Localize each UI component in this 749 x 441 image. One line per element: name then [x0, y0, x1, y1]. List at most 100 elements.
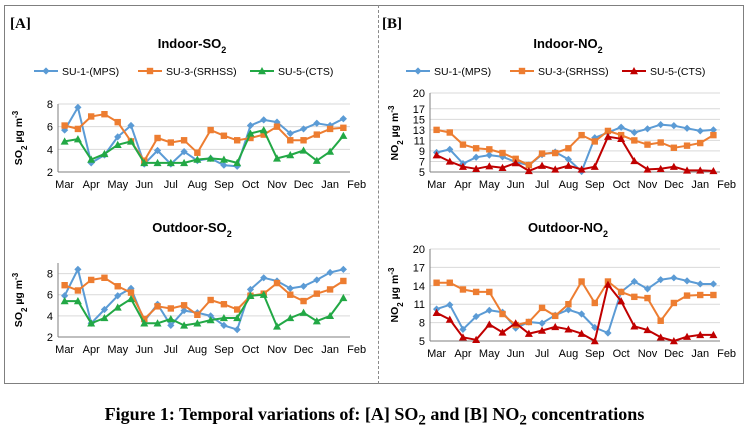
x-tick-label: Aug	[559, 348, 579, 360]
data-point	[153, 158, 162, 167]
x-tick-label: Nov	[638, 348, 658, 360]
y-tick-label: 2	[47, 332, 53, 344]
data-point	[206, 154, 215, 162]
data-point	[259, 126, 268, 134]
data-point	[260, 116, 268, 124]
data-point	[630, 322, 639, 330]
legend-marker	[146, 67, 154, 75]
x-tick-label: Mar	[427, 179, 446, 191]
data-point	[696, 280, 704, 288]
data-point	[340, 124, 347, 131]
y-tick-label: 9	[419, 146, 425, 158]
data-point	[458, 162, 467, 170]
data-point	[312, 156, 321, 164]
data-point	[446, 129, 453, 136]
legend-label: SU-3-(SRHSS)	[538, 66, 609, 78]
data-point	[604, 329, 612, 337]
x-tick-label: Jul	[535, 179, 549, 191]
data-point	[603, 132, 612, 140]
data-point	[153, 319, 162, 327]
legend-label: SU-1-(MPS)	[62, 66, 119, 78]
data-point	[140, 319, 149, 327]
data-point	[312, 317, 321, 325]
x-tick-label: Apr	[83, 179, 100, 191]
data-point	[670, 274, 678, 282]
data-point	[683, 332, 692, 340]
caption-sub2: 2	[519, 412, 527, 429]
data-point	[486, 288, 493, 296]
data-point	[140, 158, 149, 167]
data-point	[326, 311, 335, 320]
data-point	[578, 278, 585, 285]
data-point	[154, 303, 161, 310]
data-point	[313, 276, 321, 284]
data-point	[565, 301, 572, 308]
series-line	[436, 135, 714, 172]
data-point	[166, 315, 175, 323]
data-point	[220, 161, 228, 169]
data-point	[697, 139, 704, 147]
data-point	[670, 122, 678, 130]
data-point	[273, 154, 281, 162]
data-point	[683, 142, 691, 149]
data-point	[127, 137, 135, 145]
data-point	[74, 103, 82, 111]
data-point	[498, 328, 507, 336]
x-tick-label: Dec	[294, 344, 314, 356]
x-tick-label: Dec	[664, 348, 684, 360]
data-point	[180, 148, 188, 156]
data-point	[246, 291, 255, 299]
data-point	[299, 282, 308, 290]
x-tick-label: Jun	[507, 179, 525, 191]
data-point	[74, 287, 82, 294]
data-point	[524, 329, 533, 337]
data-point	[433, 126, 440, 134]
y-tick-label: 14	[413, 281, 425, 293]
x-tick-label: Feb	[347, 344, 366, 356]
data-point	[339, 115, 347, 123]
data-point	[486, 146, 493, 153]
panel-a-label: [A]	[10, 16, 31, 32]
data-point	[153, 146, 162, 155]
data-point	[326, 286, 334, 293]
chart-title: Indoor-NO2	[533, 36, 602, 55]
data-point	[180, 321, 189, 329]
data-point	[617, 288, 625, 296]
data-point	[603, 280, 612, 288]
data-point	[577, 329, 586, 337]
data-point	[87, 155, 96, 163]
data-point	[286, 129, 294, 138]
x-tick-label: Apr	[454, 348, 471, 360]
y-tick-label: 6	[47, 122, 53, 134]
series-line	[64, 113, 344, 162]
data-point	[166, 158, 175, 167]
data-point	[657, 317, 664, 324]
data-point	[87, 319, 96, 327]
data-point	[538, 319, 546, 327]
data-point	[299, 308, 308, 316]
data-point	[101, 111, 108, 118]
y-tick-label: 17	[413, 262, 425, 274]
data-point	[499, 149, 506, 157]
series-line	[436, 276, 714, 334]
legend-marker	[630, 67, 638, 75]
data-point	[485, 162, 494, 170]
data-point	[445, 157, 454, 165]
x-tick-label: Nov	[267, 344, 287, 356]
data-point	[696, 330, 705, 339]
data-point	[61, 292, 69, 300]
data-point	[260, 131, 267, 138]
x-tick-label: Aug	[188, 179, 208, 191]
y-axis-label: NO2 µg m-3	[387, 105, 405, 161]
data-point	[219, 313, 228, 322]
y-tick-label: 2	[47, 167, 53, 179]
data-point	[683, 277, 691, 285]
data-point	[114, 118, 121, 126]
x-tick-label: Oct	[613, 179, 630, 191]
data-point	[114, 283, 121, 290]
y-axis-label: SO2 µg m-3	[11, 110, 29, 165]
data-point	[657, 276, 665, 284]
y-tick-label: 7	[419, 156, 425, 168]
